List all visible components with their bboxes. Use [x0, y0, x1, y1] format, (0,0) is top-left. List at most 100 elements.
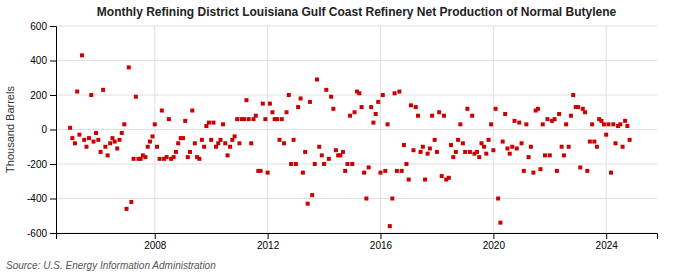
point	[320, 153, 324, 157]
x-axis: 20082012201620202024	[57, 233, 658, 251]
point	[414, 105, 418, 109]
point	[125, 207, 129, 211]
point	[541, 122, 545, 126]
point	[329, 95, 333, 99]
point	[73, 141, 77, 145]
point	[353, 110, 357, 114]
y-axis-tick-label: 200	[30, 90, 47, 101]
point	[430, 114, 434, 118]
point	[527, 155, 531, 159]
point	[479, 141, 483, 145]
point	[383, 169, 387, 173]
point	[442, 114, 446, 118]
point	[341, 150, 345, 154]
point	[94, 131, 98, 135]
point	[84, 145, 88, 149]
point	[407, 178, 411, 182]
point	[411, 148, 415, 152]
point	[567, 145, 571, 149]
y-axis-tick: 600	[30, 21, 56, 32]
point	[190, 109, 194, 113]
point	[343, 169, 347, 173]
point	[402, 143, 406, 147]
point	[517, 121, 521, 125]
point	[315, 77, 319, 81]
point	[292, 138, 296, 142]
point	[421, 145, 425, 149]
point	[223, 141, 227, 145]
point	[193, 141, 197, 145]
point	[621, 145, 625, 149]
point	[334, 148, 338, 152]
point	[150, 134, 154, 138]
point	[451, 155, 455, 159]
point	[538, 167, 542, 171]
y-axis-tick: 0	[41, 124, 56, 135]
point	[531, 171, 535, 175]
points	[68, 53, 632, 228]
point	[242, 117, 246, 121]
point	[113, 140, 117, 144]
point	[590, 122, 594, 126]
x-axis-tick-label: 2012	[257, 240, 280, 251]
grid-line-y	[56, 26, 657, 27]
point	[367, 165, 371, 169]
point	[536, 107, 540, 111]
x-axis-tick: 2020	[483, 233, 506, 251]
point	[510, 145, 514, 149]
point	[146, 145, 150, 149]
point	[127, 65, 131, 69]
grid-line-y	[56, 95, 657, 96]
point	[435, 150, 439, 154]
point	[484, 152, 488, 156]
point	[419, 150, 423, 154]
point	[557, 112, 561, 116]
point	[585, 169, 589, 173]
point	[226, 153, 230, 157]
point	[103, 145, 107, 149]
point	[211, 121, 215, 125]
point	[520, 141, 524, 145]
point	[268, 102, 272, 106]
point	[390, 197, 394, 201]
title: Monthly Refining District Louisiana Gulf…	[97, 5, 617, 19]
point	[393, 91, 397, 95]
point	[489, 122, 493, 126]
point	[261, 102, 265, 106]
point	[454, 150, 458, 154]
y-axis-title: Thousand Barrels	[4, 86, 16, 173]
y-axis-tick-mark	[50, 26, 56, 27]
point	[87, 136, 91, 140]
y-axis-line	[50, 27, 57, 234]
point	[505, 146, 509, 150]
point	[115, 146, 119, 150]
point	[235, 117, 239, 121]
point	[592, 140, 596, 144]
point	[313, 162, 317, 166]
point	[186, 155, 190, 159]
point	[360, 105, 364, 109]
x-axis-tick-mark	[493, 233, 494, 239]
point	[381, 93, 385, 97]
point	[423, 178, 427, 182]
point	[167, 117, 171, 121]
point	[216, 141, 220, 145]
point	[287, 93, 291, 97]
point	[294, 162, 298, 166]
point	[153, 122, 157, 126]
point	[604, 133, 608, 137]
point	[562, 153, 566, 157]
point	[99, 150, 103, 154]
point	[625, 124, 629, 128]
point	[233, 134, 237, 138]
source: Source: U.S. Energy Information Administ…	[6, 260, 216, 271]
point	[491, 148, 495, 152]
point	[606, 122, 610, 126]
point	[110, 136, 114, 140]
point	[230, 138, 234, 142]
point	[508, 152, 512, 156]
y-axis-tick-mark	[50, 164, 56, 165]
grid	[56, 26, 657, 233]
point	[374, 112, 378, 116]
point	[456, 138, 460, 142]
